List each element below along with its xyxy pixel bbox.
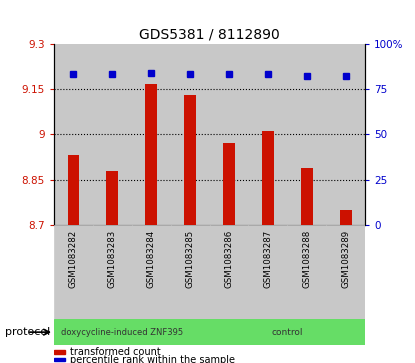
Bar	[54, 44, 93, 225]
Bar	[301, 168, 312, 225]
Text: control: control	[272, 328, 303, 337]
Bar	[132, 225, 171, 319]
Text: GSM1083289: GSM1083289	[341, 230, 350, 288]
Bar	[340, 210, 352, 225]
Bar	[54, 225, 93, 319]
Bar	[54, 350, 65, 354]
Bar	[288, 44, 326, 225]
Bar	[249, 44, 288, 225]
Bar	[210, 225, 249, 319]
Bar	[54, 319, 210, 345]
Text: GSM1083287: GSM1083287	[264, 230, 272, 288]
Text: GSM1083284: GSM1083284	[147, 230, 156, 288]
Title: GDS5381 / 8112890: GDS5381 / 8112890	[139, 27, 280, 41]
Bar	[210, 319, 365, 345]
Bar	[249, 225, 287, 319]
Bar	[171, 44, 210, 225]
Bar	[262, 131, 274, 225]
Bar	[171, 225, 210, 319]
Bar	[107, 171, 118, 225]
Text: GSM1083285: GSM1083285	[186, 230, 195, 288]
Bar	[287, 225, 326, 319]
Bar	[93, 44, 132, 225]
Text: percentile rank within the sample: percentile rank within the sample	[70, 355, 234, 363]
Text: GSM1083282: GSM1083282	[69, 230, 78, 288]
Bar	[210, 44, 249, 225]
Bar	[93, 225, 132, 319]
Bar	[54, 358, 65, 361]
Bar	[223, 143, 235, 225]
Text: GSM1083288: GSM1083288	[303, 230, 311, 288]
Bar	[326, 225, 365, 319]
Text: transformed count: transformed count	[70, 347, 160, 357]
Bar	[68, 155, 79, 225]
Text: protocol: protocol	[5, 327, 50, 337]
Text: doxycycline-induced ZNF395: doxycycline-induced ZNF395	[61, 328, 183, 337]
Bar	[184, 95, 196, 225]
Bar	[326, 44, 365, 225]
Bar	[145, 85, 157, 225]
Text: GSM1083283: GSM1083283	[108, 230, 117, 288]
Bar	[132, 44, 171, 225]
Text: GSM1083286: GSM1083286	[225, 230, 234, 288]
